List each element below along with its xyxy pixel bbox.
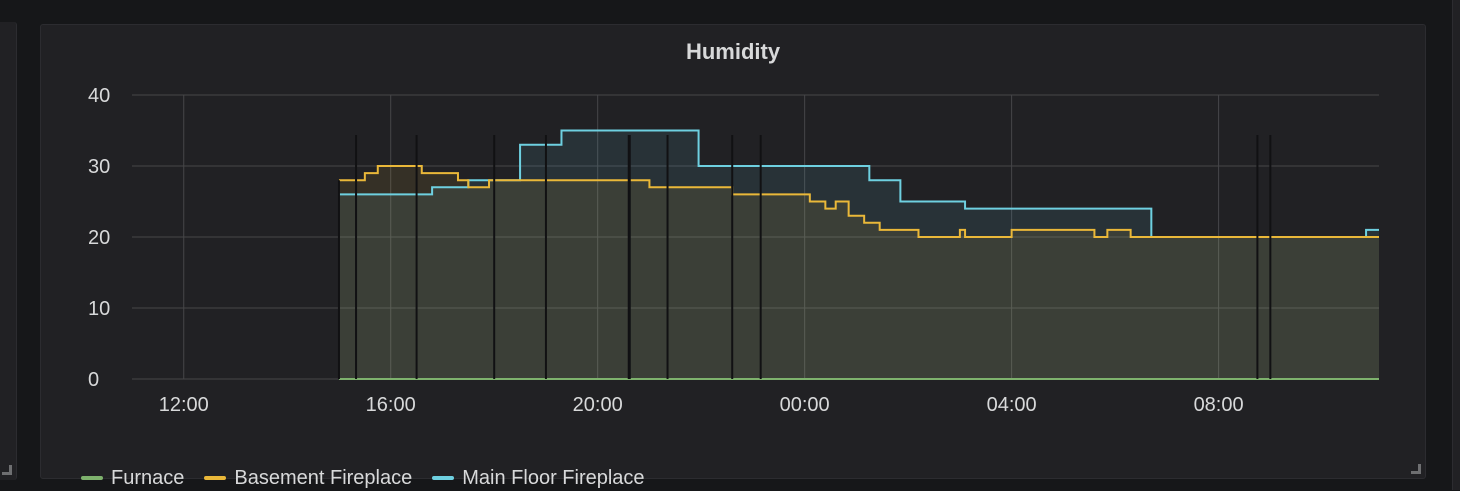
axes: 0 10 20 30 40 12:00 16:00 20:00 00:00 04:00 08:00 [88,85,1244,416]
legend-item-basement-fireplace[interactable]: Basement Fireplace [204,467,412,490]
left-panel-resize-handle[interactable] [2,465,12,475]
panel-resize-handle[interactable] [1411,464,1421,474]
legend-label-furnace: Furnace [111,466,185,489]
legend-swatch-main-floor-fireplace [432,476,455,480]
series-line-basement-fireplace[interactable] [338,165,1379,238]
legend-swatch-furnace [81,476,103,480]
y-tick-label: 20 [88,227,110,249]
y-tick-label: 10 [88,298,110,320]
panel-title[interactable]: Humidity [685,39,781,64]
y-tick-label: 30 [88,156,110,178]
adjacent-panel-right [1452,0,1460,490]
humidity-panel: Humidity 0 10 20 30 40 12:00 16:00 20:00 00:00 04… [40,24,1426,489]
series-area [338,129,1379,380]
legend: Furnace Basement Fireplace Main Floor Fi… [81,465,665,491]
series-fill-main-floor-fireplace [338,130,1379,379]
x-tick-label: 12:00 [159,394,209,416]
adjacent-panel-left [0,22,17,480]
legend-item-main-floor-fireplace[interactable]: Main Floor Fireplace [432,466,645,490]
legend-item-furnace[interactable]: Furnace [81,467,184,490]
gap-markers [337,135,1272,379]
y-tick-label: 40 [88,85,110,107]
x-tick-label: 08:00 [1194,394,1244,416]
x-tick-label: 16:00 [366,394,416,416]
legend-label-basement-fireplace: Basement Fireplace [234,466,413,489]
legend-label-main-floor-fireplace: Main Floor Fireplace [462,466,645,489]
x-tick-label: 20:00 [573,394,623,416]
x-tick-label: 00:00 [780,394,830,416]
series-fill-basement-fireplace [338,166,1379,379]
humidity-chart: 0 10 20 30 40 12:00 16:00 20:00 00:00 04:00 08:00 [88,85,1379,416]
legend-swatch-basement-fireplace [204,476,227,480]
x-tick-label: 04:00 [987,394,1037,416]
y-tick-label: 0 [88,369,99,391]
